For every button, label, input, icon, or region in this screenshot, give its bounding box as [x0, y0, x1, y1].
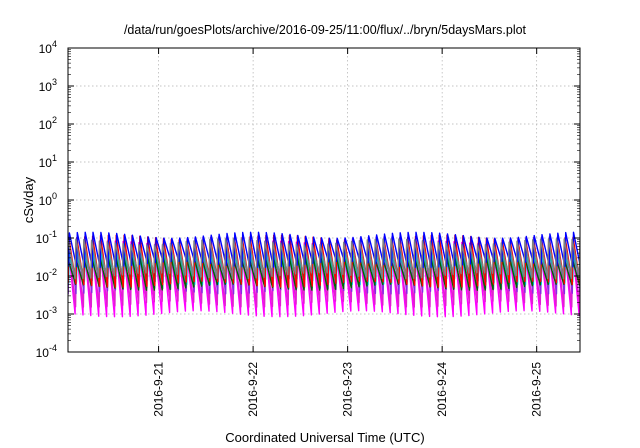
- series-line: [68, 254, 580, 291]
- y-tick-label: 102: [39, 115, 57, 132]
- x-tick-label: 2016-9-25: [530, 362, 544, 417]
- x-tick-labels: 2016-9-21 2016-9-22 2016-9-23 2016-9-24 2016…: [152, 362, 544, 417]
- series-lines: [68, 231, 580, 318]
- y-tick-label: 101: [39, 153, 57, 170]
- y-axis-label: cSv/day: [21, 176, 36, 223]
- x-tick-label: 2016-9-23: [341, 362, 355, 417]
- series-line: [68, 238, 580, 280]
- y-tick-label: 10-1: [36, 229, 57, 246]
- y-tick-label: 10-4: [36, 343, 57, 360]
- tick-marks: [68, 47, 580, 353]
- y-tick-label: 100: [39, 191, 57, 208]
- y-tick-label: 10-3: [36, 305, 57, 322]
- y-tick-label: 104: [39, 39, 57, 56]
- y-tick-label: 10-2: [36, 267, 57, 284]
- x-tick-label: 2016-9-21: [152, 362, 166, 417]
- y-tick-labels: 10-4 10-3 10-2 10-1 100 101 102 103 104: [36, 39, 57, 360]
- y-tick-label: 103: [39, 77, 57, 94]
- x-tick-label: 2016-9-24: [435, 362, 449, 417]
- x-axis-label: Coordinated Universal Time (UTC): [225, 430, 424, 445]
- chart-title: /data/run/goesPlots/archive/2016-09-25/1…: [124, 23, 527, 37]
- x-tick-label: 2016-9-22: [246, 362, 260, 417]
